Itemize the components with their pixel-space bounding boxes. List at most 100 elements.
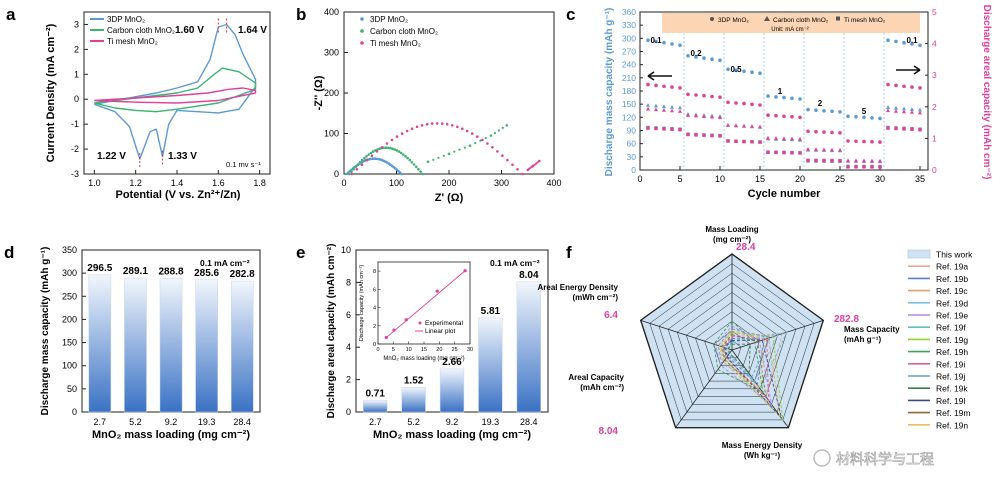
a-legend-label-carbon: Carbon cloth MnO₂	[107, 26, 175, 35]
f-ref-polygon-4	[715, 325, 773, 406]
c-mass-point-0	[910, 42, 914, 46]
c-areal-point-1	[702, 114, 706, 118]
b-point-1	[458, 148, 461, 151]
b-point-1	[432, 158, 435, 161]
c-areal-point-1	[918, 110, 922, 115]
panel-a: a -3 -2 -1 0 1 2 3 1.0 1.2 1.4 1.6 1.8 Potential (…	[6, 5, 271, 201]
c-areal-point-2	[694, 133, 698, 137]
c-areal-point-1	[670, 108, 674, 113]
b-x-axis-label: Z' (Ω)	[435, 192, 464, 204]
c-areal-point-2	[774, 150, 778, 155]
c-y-tick-label-left: 210	[622, 73, 636, 83]
c-mass-point-0	[766, 94, 770, 98]
c-mass-point-0	[726, 67, 730, 72]
c-rate-label: 0.2	[690, 49, 702, 58]
f-legend-label: Ref. 19e	[936, 311, 968, 321]
b-point-2	[521, 172, 524, 176]
f-legend-label: Ref. 19a	[936, 262, 968, 272]
c-areal-point-1	[862, 158, 866, 163]
c-x-tick-label: 10	[715, 174, 725, 184]
e-inset-point	[392, 328, 396, 332]
c-y-tick-label-left: 150	[622, 99, 636, 109]
b-point-1	[354, 165, 358, 169]
b-point-1	[350, 170, 353, 173]
b-point-1	[348, 172, 351, 176]
b-legend-swatch-ti	[360, 41, 364, 45]
f-axis-max-label: 282.8	[834, 314, 859, 325]
c-areal-point-1	[806, 147, 810, 151]
c-legend-box	[662, 13, 920, 33]
c-segment-lines	[683, 33, 885, 170]
c-areal-point-0	[790, 115, 794, 119]
e-x-tick-label: 9.2	[446, 417, 459, 427]
c-areal-point-1	[686, 113, 690, 117]
c-x-tick-label: 30	[875, 174, 885, 184]
c-x-tick-label: 15	[755, 174, 765, 184]
b-point-2	[375, 150, 379, 153]
f-ref-polygon-0	[722, 333, 783, 398]
b-point-1	[395, 149, 399, 152]
d-y-ticks: 0 50 100 150 200 250 300 350	[62, 245, 86, 417]
b-point-1	[419, 170, 422, 173]
b-point-2	[471, 132, 474, 135]
e-y-tick-label: 2	[346, 375, 351, 385]
b-point-1	[479, 139, 482, 142]
b-point-1	[463, 146, 466, 149]
c-y-tick-label-left: 90	[627, 126, 637, 136]
d-bar-value-label: 288.8	[158, 266, 183, 277]
b-y-tick-label: 400	[324, 7, 339, 17]
c-areal-point-2	[750, 140, 754, 144]
c-y-tick-label-left: 60	[627, 139, 637, 149]
b-y-tick-label: 200	[324, 88, 339, 98]
a-y-tick-label: 2	[74, 44, 79, 54]
b-x-tick-label: 300	[494, 178, 509, 188]
e-bars: 0.71 2.7 1.52 5.2 2.66 9.2 5.81 19.3 8.04 28.4	[363, 270, 541, 427]
e-inset-y-tick-label: 8	[373, 269, 376, 275]
b-point-2	[430, 122, 434, 125]
c-y-ticks-right: 0 1 2 3 4 5	[925, 7, 937, 175]
b-point-1	[406, 156, 409, 160]
f-ref-polygon-8	[723, 336, 770, 402]
a-series-line-1	[94, 67, 257, 113]
c-y-tick-label-right: 0	[932, 165, 937, 175]
b-point-2	[405, 129, 409, 133]
c-mass-point-0	[854, 115, 858, 119]
c-mass-point-0	[830, 109, 834, 114]
c-areal-point-2	[878, 165, 882, 169]
c-areal-point-1	[798, 137, 802, 141]
c-areal-point-1	[886, 108, 890, 113]
c-legend-label-3dp: 3DP MnO₂	[718, 17, 749, 24]
c-areal-point-2	[798, 151, 802, 155]
c-areal-point-2	[838, 159, 842, 163]
c-mass-point-0	[654, 39, 658, 44]
b-point-1	[360, 158, 364, 162]
c-areal-point-2	[910, 127, 914, 131]
e-inset-point	[435, 289, 439, 293]
c-mass-point-1	[646, 103, 650, 107]
c-x-tick-label: 5	[677, 174, 682, 184]
b-point-2	[476, 135, 479, 138]
f-axis-unit: (mAh g⁻¹)	[844, 335, 881, 344]
d-y-tick-label: 100	[62, 361, 77, 371]
a-y-tick-label: -1	[71, 119, 79, 129]
c-areal-point-0	[918, 86, 922, 90]
c-areal-point-2	[734, 139, 738, 143]
b-point-1	[352, 167, 355, 171]
c-y-tick-label-right: 4	[932, 39, 937, 49]
b-point-1	[402, 153, 405, 156]
b-x-tick-label: 0	[341, 178, 346, 188]
b-point-1	[453, 150, 456, 153]
panel-f: f Mass Loading(mg cm⁻²)28.4 Mass Capacity…	[538, 225, 974, 460]
f-legend-label: Ref. 19b	[936, 274, 968, 284]
d-y-axis-label: Discharge mass capacity (mAh g⁻¹)	[40, 247, 51, 416]
e-inset-x-tick-label: 20	[436, 347, 442, 353]
e-bar	[478, 317, 503, 413]
b-legend-label-ti: Ti mesh MnO₂	[370, 39, 421, 48]
c-mass-point-0	[670, 42, 674, 46]
c-mass-point-0	[838, 110, 842, 114]
b-point-2	[506, 158, 509, 162]
c-areal-point-1	[662, 108, 666, 112]
b-point-1	[489, 134, 493, 137]
b-point-2	[360, 163, 364, 166]
